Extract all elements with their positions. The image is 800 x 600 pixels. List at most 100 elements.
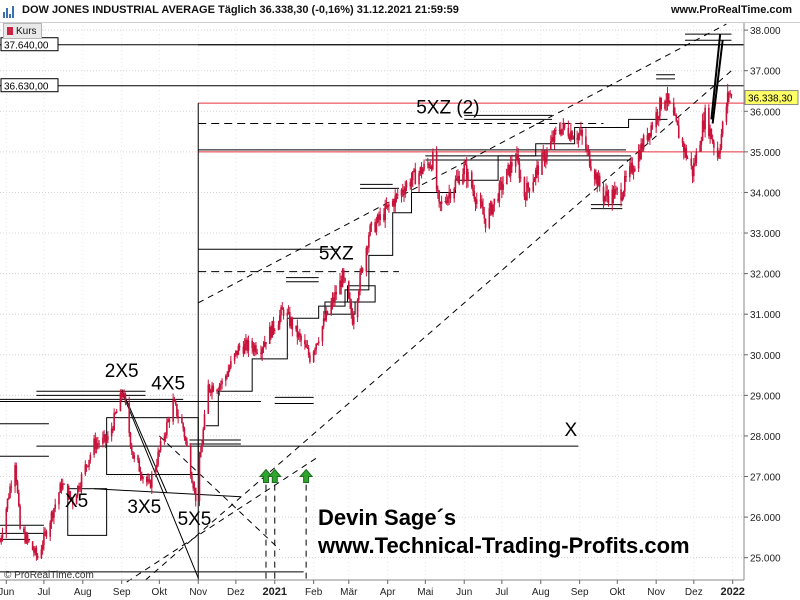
candle-body bbox=[71, 499, 74, 505]
pattern-label: X bbox=[565, 420, 578, 441]
candle-body bbox=[268, 326, 271, 344]
candle-body bbox=[84, 464, 87, 475]
candle-body bbox=[430, 166, 433, 170]
candle-body bbox=[694, 163, 696, 165]
candle-body bbox=[14, 465, 16, 487]
header-url[interactable]: www.ProRealTime.com bbox=[670, 4, 792, 16]
candle-body bbox=[418, 173, 420, 185]
candle-body bbox=[5, 508, 8, 534]
candle-body bbox=[119, 392, 122, 412]
candle-body bbox=[290, 319, 292, 327]
candle-body bbox=[281, 307, 284, 310]
x-tick-label: Aug bbox=[74, 587, 92, 598]
pattern-label: 5XZ (2) bbox=[416, 97, 479, 118]
candle-body bbox=[102, 437, 104, 444]
candle-body bbox=[26, 534, 29, 541]
candle-body bbox=[341, 270, 344, 287]
candle-body bbox=[107, 436, 109, 440]
candle-body bbox=[393, 201, 395, 207]
candle-body bbox=[704, 107, 706, 130]
candle-body bbox=[454, 179, 457, 189]
series-tab-kurs[interactable]: Kurs bbox=[3, 23, 42, 39]
candle-body bbox=[154, 467, 157, 475]
candle-body bbox=[467, 171, 469, 181]
candle-body bbox=[120, 392, 123, 397]
candle-body bbox=[359, 272, 361, 292]
candle-body bbox=[321, 326, 324, 342]
signature-url[interactable]: www.Technical-Trading-Profits.com bbox=[318, 533, 690, 558]
candle-body bbox=[699, 144, 701, 152]
candle-body bbox=[667, 93, 670, 103]
candle-body bbox=[340, 280, 343, 287]
candle-body bbox=[23, 528, 25, 532]
candle-body bbox=[1, 533, 4, 538]
candle-body bbox=[508, 164, 511, 177]
candle-body bbox=[212, 385, 215, 392]
drawing-line bbox=[94, 488, 241, 498]
candle-body bbox=[630, 162, 632, 166]
candle-body bbox=[10, 486, 13, 488]
candle-body bbox=[543, 152, 546, 163]
candle-body bbox=[660, 97, 662, 109]
candle-body bbox=[473, 191, 476, 199]
candle-body bbox=[278, 315, 281, 325]
candle-body bbox=[365, 247, 368, 272]
candle-body bbox=[75, 495, 78, 505]
candle-body bbox=[403, 192, 405, 195]
candle-body bbox=[491, 202, 493, 215]
candle-body bbox=[130, 445, 133, 452]
candle-body bbox=[395, 194, 398, 196]
candle-body bbox=[470, 171, 473, 188]
pattern-label: 5XZ bbox=[319, 243, 354, 264]
candle-body bbox=[423, 163, 425, 170]
y-tick-label: 25.000 bbox=[750, 554, 781, 565]
candle-body bbox=[305, 344, 307, 348]
candle-body bbox=[34, 548, 36, 553]
candle-body bbox=[218, 385, 221, 390]
candle-body bbox=[208, 384, 211, 391]
y-tick-label: 29.000 bbox=[750, 391, 781, 402]
candle-body bbox=[464, 164, 467, 166]
candle-body bbox=[603, 196, 606, 202]
candle-body bbox=[479, 199, 482, 202]
candle-body bbox=[492, 204, 494, 215]
candle-body bbox=[541, 152, 543, 175]
candle-body bbox=[19, 505, 21, 529]
candle-body bbox=[549, 141, 552, 150]
x-tick-label: Feb bbox=[305, 587, 323, 598]
candle-body bbox=[489, 202, 492, 209]
candle-body bbox=[104, 434, 107, 442]
candle-body bbox=[651, 125, 654, 128]
candle-body bbox=[186, 440, 188, 447]
candle-body bbox=[536, 165, 538, 170]
candle-body bbox=[448, 192, 450, 197]
candle-body bbox=[176, 404, 178, 417]
candle-body bbox=[163, 436, 166, 442]
candle-body bbox=[676, 120, 679, 126]
candle-body bbox=[157, 452, 159, 465]
candle-body bbox=[404, 187, 407, 195]
candle-body bbox=[129, 433, 132, 446]
candle-body bbox=[631, 162, 634, 173]
chart-menu-icon[interactable] bbox=[3, 4, 17, 18]
candle-body bbox=[593, 170, 596, 180]
candle-body bbox=[642, 135, 645, 150]
candle-body bbox=[132, 451, 134, 459]
candle-body bbox=[95, 443, 98, 449]
candle-body bbox=[690, 158, 693, 166]
candle-body bbox=[44, 531, 46, 533]
candle-body bbox=[570, 131, 572, 140]
candle-body bbox=[622, 191, 625, 198]
candle-body bbox=[35, 548, 38, 556]
candle-body bbox=[649, 133, 651, 137]
candle-body bbox=[317, 341, 320, 344]
candle-body bbox=[289, 311, 291, 327]
candle-body bbox=[493, 198, 496, 205]
candle-body bbox=[89, 454, 92, 461]
candle-body bbox=[164, 434, 167, 437]
candle-body bbox=[472, 187, 474, 192]
candle-body bbox=[613, 189, 616, 199]
candle-body bbox=[256, 352, 259, 354]
candle-body bbox=[669, 102, 671, 104]
candle-body bbox=[15, 465, 18, 482]
